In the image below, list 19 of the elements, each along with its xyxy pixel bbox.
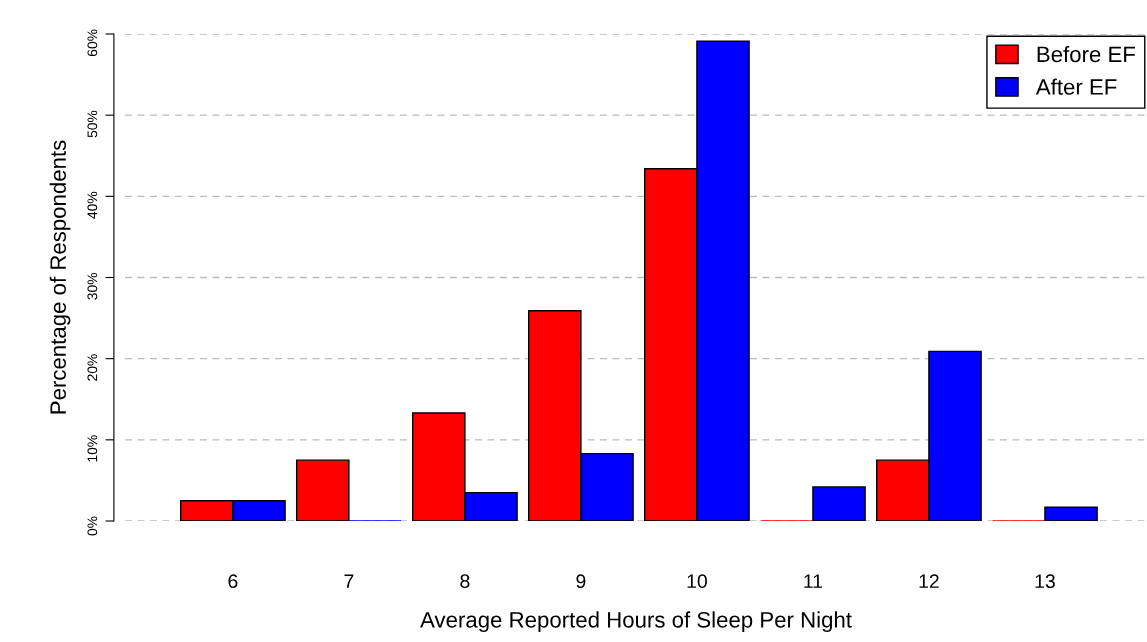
y-tick-label: 40% [87, 191, 98, 219]
x-tick-label: 13 [1035, 574, 1055, 589]
x-tick-label: 10 [687, 574, 707, 589]
x-tick-label: 11 [804, 574, 823, 588]
y-tick-label: 50% [87, 110, 98, 138]
y-tick-label: 60% [87, 29, 98, 57]
y-tick-label: 20% [87, 354, 98, 381]
legend-label: Before EF [1037, 45, 1135, 63]
y-tick-label: 0% [87, 516, 98, 536]
x-tick-label: 12 [919, 574, 939, 588]
x-tick-label: 7 [344, 574, 354, 588]
y-axis-title: Percentage of Respondents [49, 140, 71, 414]
x-tick-label: 8 [460, 574, 470, 589]
y-tick-label: 30% [87, 272, 98, 300]
legend-label: After EF [1035, 78, 1117, 95]
y-tick-label: 10% [87, 435, 98, 462]
x-tick-label: 6 [228, 574, 238, 589]
x-axis-title: Average Reported Hours of Sleep Per Night [420, 611, 852, 633]
x-tick-label: 9 [576, 574, 586, 589]
